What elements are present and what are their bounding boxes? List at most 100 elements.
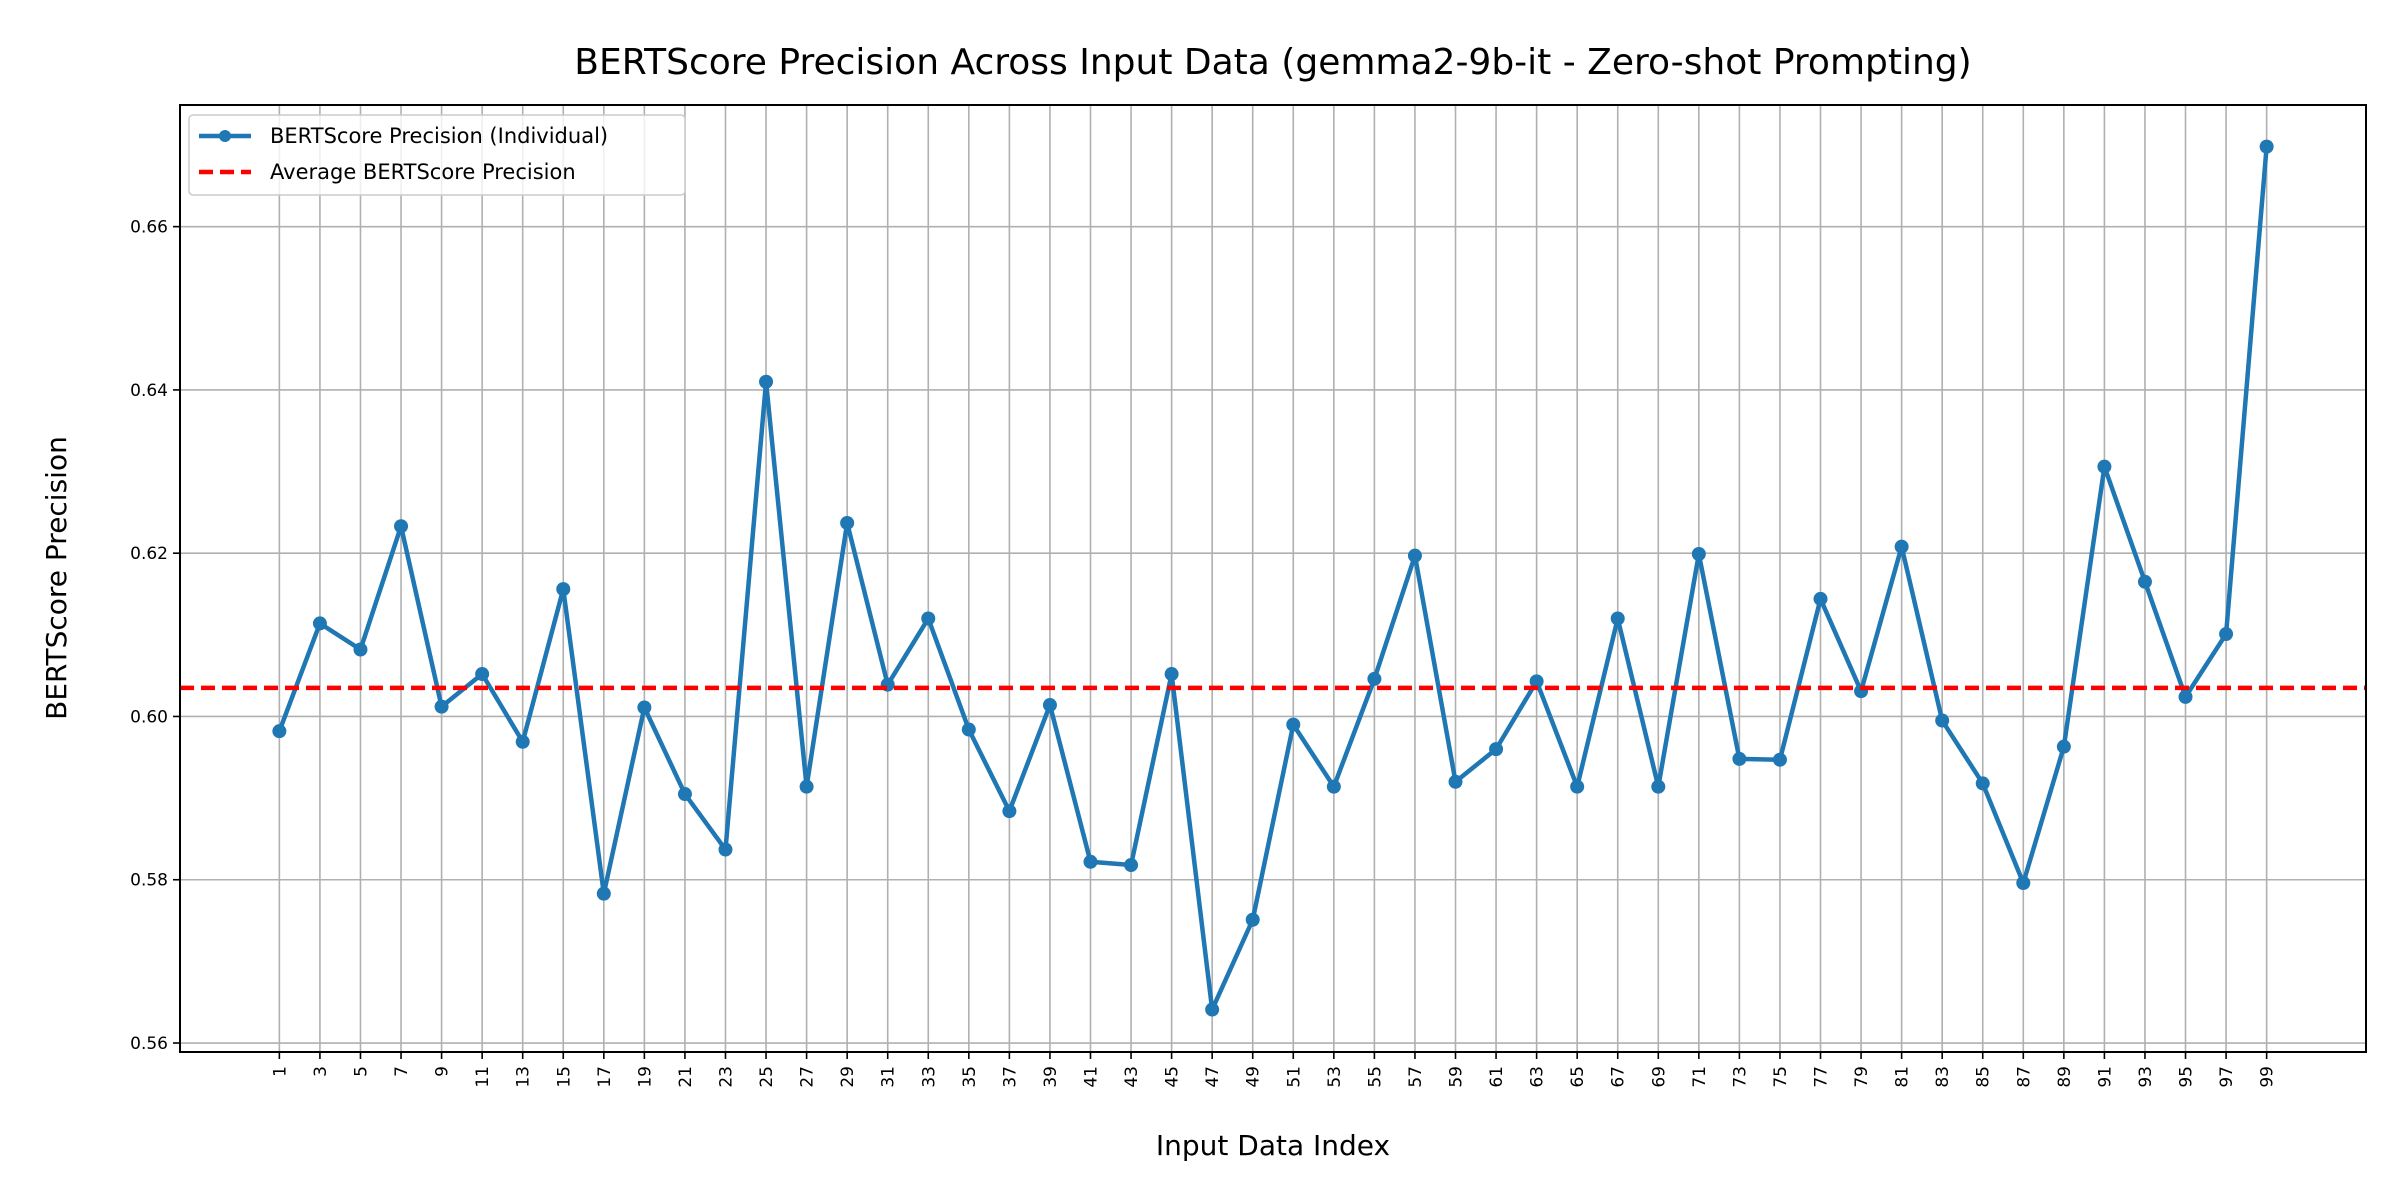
x-tick-label: 53 <box>1325 1066 1345 1088</box>
data-point <box>434 699 449 714</box>
x-tick-label: 37 <box>1000 1066 1020 1088</box>
data-point <box>1489 742 1504 757</box>
legend-box <box>188 114 686 196</box>
legend-marker <box>219 130 231 142</box>
plot-area: 1 3 5 7 9 11 13 15 17 19 21 23 25 27 29 31 33 35 37 39 41 43 4… <box>130 105 2366 1088</box>
x-tick-label: 71 <box>1690 1066 1710 1088</box>
data-point <box>840 515 855 530</box>
data-point <box>1164 667 1179 682</box>
data-point <box>759 374 774 389</box>
x-tick-label: 11 <box>473 1066 493 1088</box>
x-tick-label: 57 <box>1406 1066 1426 1088</box>
x-tick-label: 77 <box>1812 1066 1832 1088</box>
x-tick-label: 33 <box>919 1066 939 1088</box>
x-tick-label: 79 <box>1852 1066 1872 1088</box>
data-point <box>515 734 530 749</box>
data-point <box>921 611 936 626</box>
x-tick-label: 97 <box>2217 1066 2237 1088</box>
data-point <box>596 886 611 901</box>
data-point <box>1529 674 1544 689</box>
data-point <box>1002 804 1017 819</box>
x-tick-label: 89 <box>2055 1066 2075 1088</box>
legend: BERTScore Precision (Individual) Average… <box>188 114 686 196</box>
data-point <box>1407 548 1422 563</box>
data-point <box>2259 139 2274 154</box>
data-point <box>312 616 327 631</box>
x-tick-label: 29 <box>838 1066 858 1088</box>
x-tick-label: 45 <box>1163 1066 1183 1088</box>
x-tick-label: 55 <box>1365 1066 1385 1088</box>
data-line <box>277 146 2269 1012</box>
x-tick-label: 65 <box>1568 1066 1588 1088</box>
y-tick-label: 0.58 <box>130 871 168 891</box>
x-tick-label: 81 <box>1893 1066 1913 1088</box>
data-point <box>1326 779 1341 794</box>
data-point <box>1042 698 1057 713</box>
y-tick-label: 0.66 <box>130 218 168 238</box>
data-point <box>1935 713 1950 728</box>
data-point <box>2097 459 2112 474</box>
x-tick-label: 19 <box>635 1066 655 1088</box>
legend-label: BERTScore Precision (Individual) <box>270 124 608 148</box>
x-tick-label: 59 <box>1447 1066 1467 1088</box>
x-tick-label: 93 <box>2136 1066 2156 1088</box>
data-point <box>1205 1002 1220 1017</box>
data-point <box>1286 717 1301 732</box>
x-tick-label: 17 <box>595 1066 615 1088</box>
y-tick-label: 0.62 <box>130 544 168 564</box>
x-tick-label: 1 <box>270 1066 290 1077</box>
data-point <box>1894 539 1909 554</box>
data-point <box>475 667 490 682</box>
data-point <box>2178 689 2193 704</box>
data-point <box>1975 776 1990 791</box>
x-tick-label: 43 <box>1122 1066 1142 1088</box>
data-point <box>556 582 571 597</box>
data-point <box>272 724 287 739</box>
data-point <box>1367 671 1382 686</box>
y-tick-label: 0.64 <box>130 381 168 401</box>
x-tick-label: 61 <box>1487 1066 1507 1088</box>
x-tick-label: 15 <box>554 1066 574 1088</box>
y-tick-label: 0.56 <box>130 1034 168 1054</box>
x-tick-label: 51 <box>1284 1066 1304 1088</box>
axes-frame <box>179 104 2367 1053</box>
y-tick-label: 0.60 <box>130 707 168 727</box>
x-tick-label: 73 <box>1730 1066 1750 1088</box>
data-point <box>2219 627 2234 642</box>
x-tick-label: 23 <box>716 1066 736 1088</box>
x-tick-label: 83 <box>1933 1066 1953 1088</box>
x-tick-label: 31 <box>879 1066 899 1088</box>
x-tick-label: 47 <box>1203 1066 1223 1088</box>
x-tick-label: 35 <box>960 1066 980 1088</box>
x-tick-label: 7 <box>392 1066 412 1077</box>
data-point <box>677 787 692 802</box>
x-tick-label: 27 <box>798 1066 818 1088</box>
data-point <box>1651 779 1666 794</box>
data-point <box>1124 858 1139 873</box>
data-point <box>1610 611 1625 626</box>
x-tick-label: 87 <box>2014 1066 2034 1088</box>
y-axis-label: BERTScore Precision <box>40 436 73 720</box>
data-point <box>718 842 733 857</box>
data-point <box>394 519 409 534</box>
x-tick-label: 99 <box>2258 1066 2278 1088</box>
data-point <box>1732 751 1747 766</box>
x-tick-label: 67 <box>1609 1066 1629 1088</box>
x-tick-label: 13 <box>514 1066 534 1088</box>
x-tick-label: 69 <box>1649 1066 1669 1088</box>
data-point <box>1813 591 1828 606</box>
data-point <box>637 700 652 715</box>
x-tick-label: 41 <box>1081 1066 1101 1088</box>
x-tick-label: 39 <box>1041 1066 1061 1088</box>
x-tick-label: 75 <box>1771 1066 1791 1088</box>
x-tick-label: 49 <box>1244 1066 1264 1088</box>
x-tick-label: 25 <box>757 1066 777 1088</box>
data-point <box>1448 774 1463 789</box>
x-tick-label: 91 <box>2095 1066 2115 1088</box>
data-point <box>799 779 814 794</box>
legend-label: Average BERTScore Precision <box>270 160 576 184</box>
x-tick-label: 21 <box>676 1066 696 1088</box>
x-tick-label: 95 <box>2177 1066 2197 1088</box>
data-point <box>1570 779 1585 794</box>
